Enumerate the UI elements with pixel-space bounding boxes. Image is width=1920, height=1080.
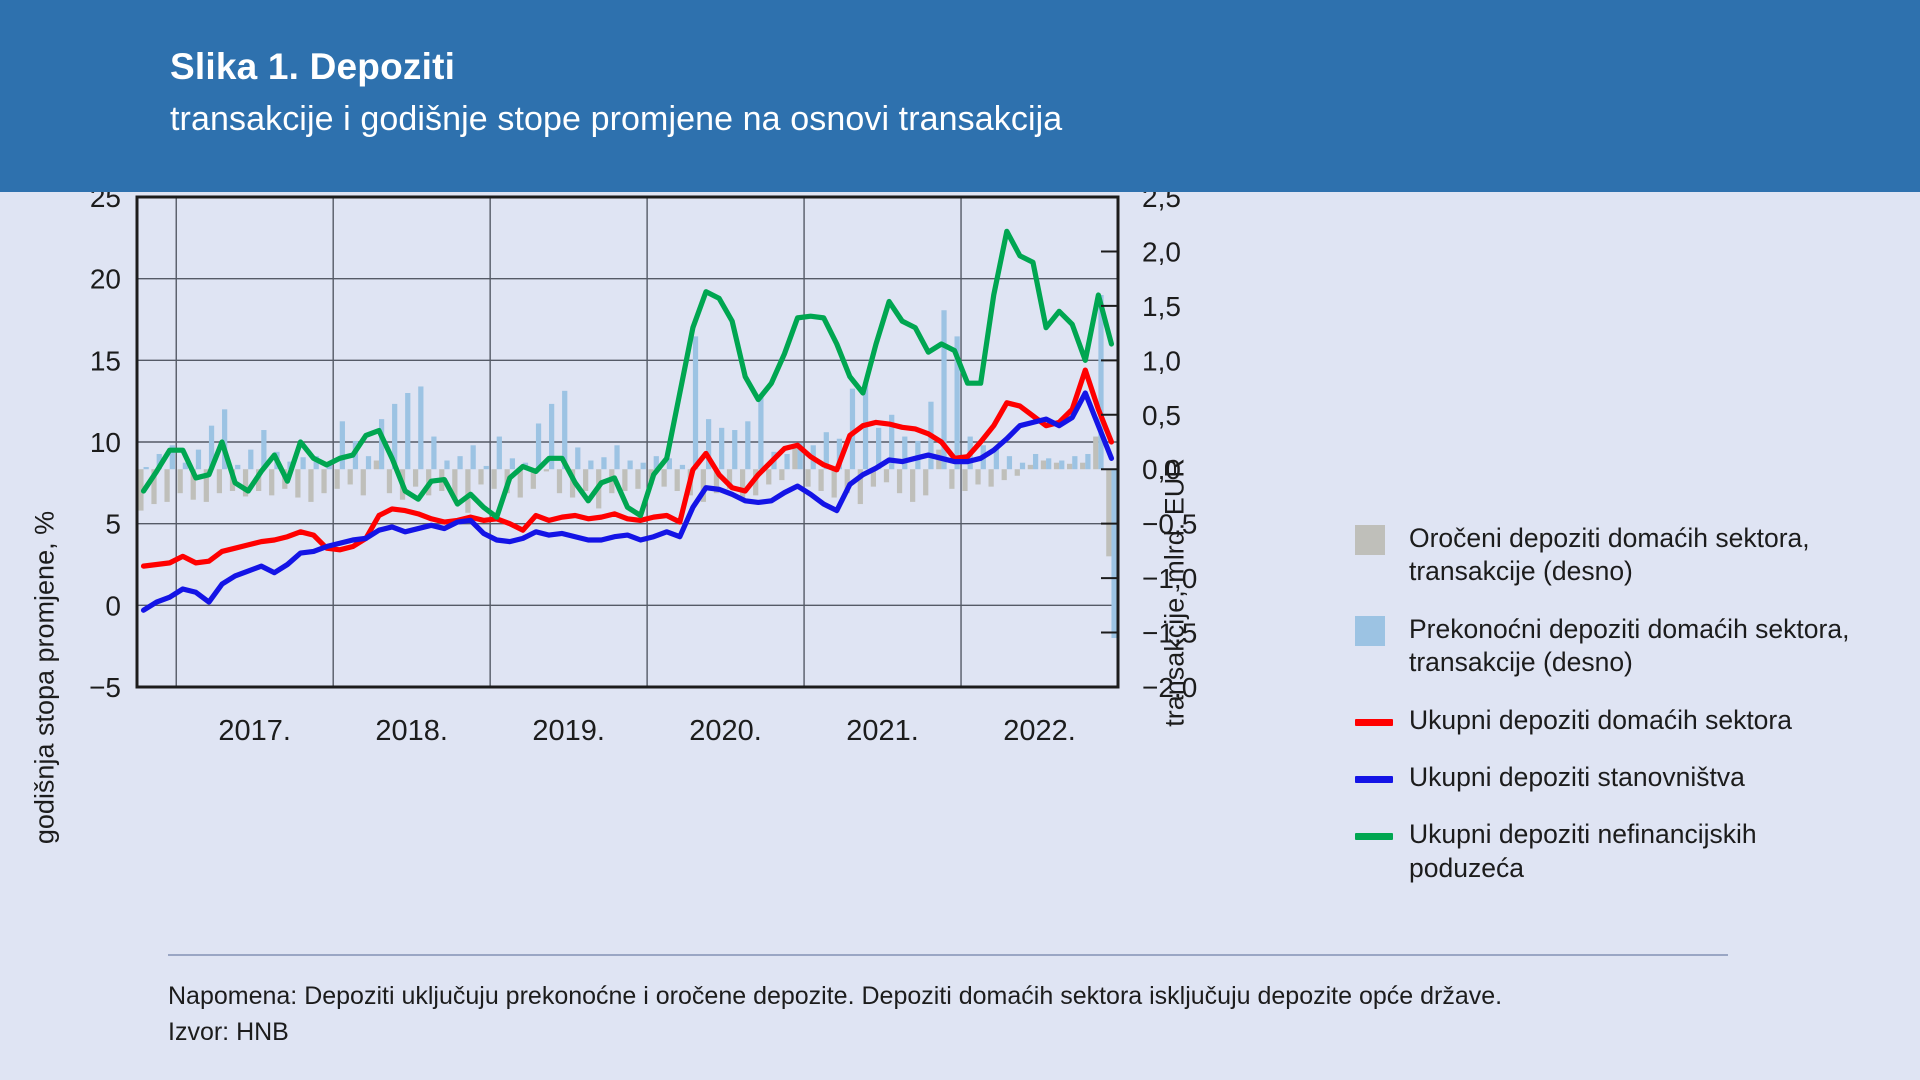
svg-text:−1,0: −1,0 — [1142, 563, 1197, 594]
svg-text:2,5: 2,5 — [1142, 192, 1181, 213]
figure-subtitle: transakcije i godišnje stope promjene na… — [170, 100, 1063, 138]
svg-text:15: 15 — [90, 345, 121, 376]
svg-text:20: 20 — [90, 264, 121, 295]
svg-text:0: 0 — [105, 590, 121, 621]
svg-text:2022.: 2022. — [1003, 715, 1076, 747]
svg-text:−2,0: −2,0 — [1142, 672, 1197, 703]
svg-text:−5: −5 — [89, 672, 121, 703]
svg-text:2020.: 2020. — [689, 715, 762, 747]
svg-text:−0,5: −0,5 — [1142, 509, 1197, 540]
svg-text:2017.: 2017. — [218, 715, 291, 747]
legend-swatch-line-red — [1355, 718, 1393, 726]
legend-label: Prekonoćni depoziti domaćih sektora, tra… — [1409, 613, 1850, 678]
figure-title: Slika 1. Depoziti — [170, 46, 456, 87]
legend-label: Oročeni depoziti domaćih sektora, transa… — [1409, 523, 1810, 587]
legend-label: Ukupni depoziti stanovništva — [1409, 761, 1745, 792]
y-axis-right-title: transakcije, mlrd. EUR — [1159, 458, 1190, 727]
svg-text:0,0: 0,0 — [1142, 454, 1181, 485]
chart-legend: Oročeni depoziti domaćih sektora, transa… — [1355, 522, 1875, 909]
figure-header: Slika 1. Depoziti transakcije i godišnje… — [0, 0, 1920, 192]
svg-text:−1,5: −1,5 — [1142, 618, 1197, 649]
legend-item-ukupni-stanovnistva[interactable]: Ukupni depoziti stanovništva — [1355, 761, 1875, 794]
legend-swatch-bar-gray — [1355, 525, 1385, 555]
source-line: Izvor: HNB — [168, 1018, 289, 1047]
legend-swatch-line-blue — [1355, 775, 1393, 783]
legend-item-ukupni-nefinancijskih[interactable]: Ukupni depoziti nefinancijskih poduzeća — [1355, 818, 1875, 885]
svg-text:2019.: 2019. — [532, 715, 605, 747]
svg-text:1,5: 1,5 — [1142, 291, 1181, 322]
note-line: Napomena: Depoziti uključuju prekonoćne … — [168, 982, 1503, 1010]
legend-label: Ukupni depoziti nefinancijskih poduzeća — [1409, 819, 1757, 883]
svg-text:2,0: 2,0 — [1142, 236, 1181, 267]
svg-text:25: 25 — [90, 192, 121, 213]
svg-text:0,5: 0,5 — [1142, 400, 1181, 431]
footer-divider — [168, 954, 1728, 956]
legend-swatch-line-green — [1355, 833, 1393, 841]
svg-text:1,0: 1,0 — [1142, 345, 1181, 376]
legend-item-prekonocni[interactable]: Prekonoćni depoziti domaćih sektora, tra… — [1355, 613, 1875, 680]
chart-plot-area: −5 0 5 10 15 20 25 −2,0 −1,5 −1,0 −0,5 0,0 0,5 1,0 1,5… — [0, 192, 1920, 1080]
footer-note: Napomena: Depoziti uključuju prekonoćne … — [168, 978, 1502, 1051]
legend-label: Ukupni depoziti domaćih sektora — [1409, 704, 1792, 735]
chart-svg: −5 0 5 10 15 20 25 −2,0 −1,5 −1,0 −0,5 0,0 0,5 1,0 1,5… — [89, 192, 1197, 747]
svg-text:5: 5 — [105, 509, 121, 540]
svg-text:10: 10 — [90, 427, 121, 458]
figure-body: −5 0 5 10 15 20 25 −2,0 −1,5 −1,0 −0,5 0,0 0,5 1,0 1,5… — [0, 192, 1920, 1080]
legend-item-oroceni[interactable]: Oročeni depoziti domaćih sektora, transa… — [1355, 522, 1875, 589]
y-axis-left-title: godišnja stopa promjene, % — [29, 510, 60, 845]
svg-text:2018.: 2018. — [375, 715, 448, 747]
legend-item-ukupni-domacih[interactable]: Ukupni depoziti domaćih sektora — [1355, 704, 1875, 737]
legend-swatch-bar-blue — [1355, 615, 1385, 646]
svg-text:2021.: 2021. — [846, 715, 919, 747]
